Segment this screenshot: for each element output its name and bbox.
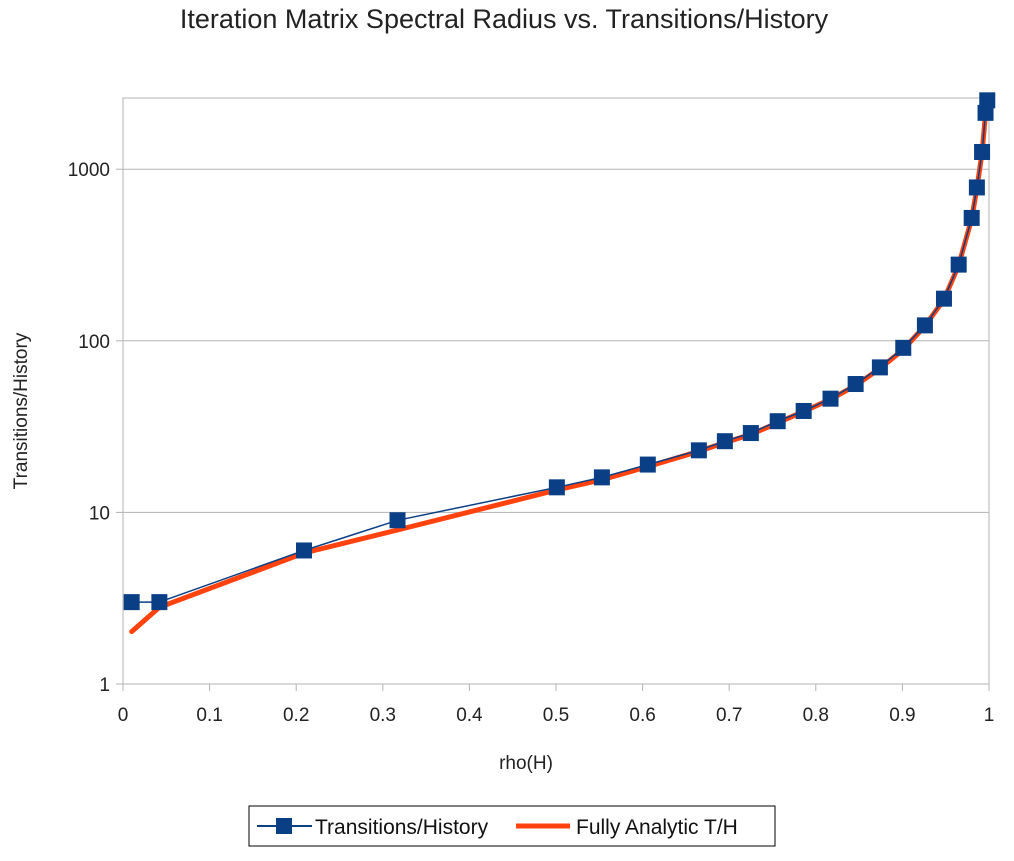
legend: Transitions/History Fully Analytic T/H <box>248 805 776 847</box>
data-point <box>295 542 312 559</box>
x-tick-label: 1 <box>984 705 995 726</box>
legend-box <box>248 805 776 847</box>
chart-title: Iteration Matrix Spectral Radius vs. Tra… <box>180 4 829 34</box>
data-point <box>769 413 786 430</box>
x-tick-label: 0.4 <box>456 705 483 726</box>
data-point <box>977 104 994 121</box>
y-tick-label: 1 <box>99 675 110 696</box>
y-tick-label: 100 <box>78 332 110 353</box>
y-axis: 1 10 100 1000 <box>68 160 123 696</box>
gridlines <box>123 168 989 685</box>
data-point <box>935 290 952 307</box>
data-point <box>548 479 565 496</box>
data-point <box>963 209 980 226</box>
data-point <box>895 339 912 356</box>
x-tick-label: 0.8 <box>803 705 829 726</box>
data-point <box>979 92 996 109</box>
data-point <box>871 359 888 376</box>
data-point <box>795 402 812 419</box>
x-tick-label: 0.1 <box>196 705 222 726</box>
x-tick-label: 0.6 <box>629 705 655 726</box>
series-layer <box>123 92 996 635</box>
data-point <box>690 442 707 459</box>
series-line-transitions-history <box>130 99 989 603</box>
data-point <box>974 143 991 160</box>
data-point <box>716 433 733 450</box>
x-tick-label: 0 <box>118 705 129 726</box>
data-point <box>847 376 864 393</box>
x-tick-label: 0.9 <box>889 705 915 726</box>
data-point <box>916 317 933 334</box>
data-point <box>123 594 140 611</box>
x-tick-label: 0.3 <box>370 705 396 726</box>
x-axis-title: rho(H) <box>499 753 553 774</box>
data-point <box>593 469 610 486</box>
y-axis-title: Transitions/History <box>11 332 32 489</box>
data-point <box>950 256 967 273</box>
x-tick-label: 0.5 <box>543 705 569 726</box>
data-point <box>151 594 168 611</box>
legend-marker-transitions-history <box>276 818 292 834</box>
data-point <box>968 179 985 196</box>
series-line-fully-analytic-t-h <box>129 98 990 635</box>
x-tick-label: 0.7 <box>716 705 742 726</box>
x-axis: 0 0.1 0.2 0.3 0.4 0.5 0.6 0.7 0.8 0.9 1 <box>118 684 995 726</box>
y-tick-label: 1000 <box>68 160 110 181</box>
y-tick-label: 10 <box>89 503 110 524</box>
x-tick-label: 0.2 <box>283 705 309 726</box>
data-point <box>742 425 759 442</box>
data-point <box>639 456 656 473</box>
data-point <box>822 390 839 407</box>
legend-label-transitions-history: Transitions/History <box>315 816 489 839</box>
data-point <box>389 512 406 529</box>
legend-label-fully-analytic: Fully Analytic T/H <box>576 816 738 839</box>
